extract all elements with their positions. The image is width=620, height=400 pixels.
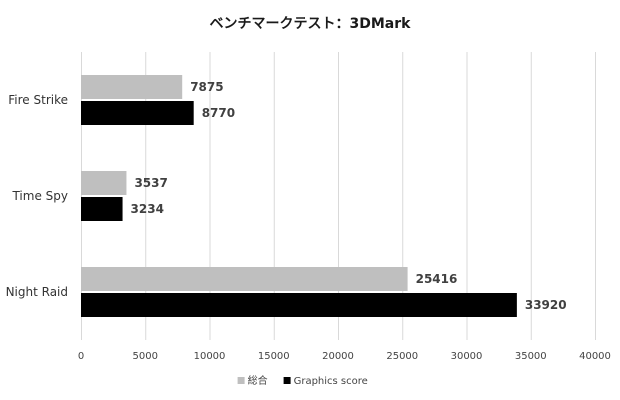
data-label: 3537 — [134, 176, 167, 190]
category-label: Night Raid — [6, 285, 68, 299]
data-label: 33920 — [525, 298, 567, 312]
x-tick-label: 15000 — [258, 351, 290, 362]
x-tick-label: 5000 — [133, 351, 158, 362]
bar — [81, 101, 194, 125]
legend-swatch — [237, 377, 245, 384]
x-tick-label: 30000 — [451, 351, 483, 362]
bar — [81, 197, 123, 221]
x-tick-label: 0 — [78, 351, 84, 362]
x-tick-label: 35000 — [515, 351, 547, 362]
category-label: Fire Strike — [8, 93, 68, 107]
bars — [81, 75, 517, 317]
x-tick-label: 20000 — [322, 351, 354, 362]
chart-title: ベンチマークテスト：3DMark — [210, 16, 412, 32]
x-tick-label: 25000 — [386, 351, 418, 362]
legend-swatch — [283, 377, 291, 384]
category-labels: Fire Strike Time Spy Night Raid — [6, 93, 68, 299]
bar — [81, 171, 127, 195]
data-label: 25416 — [416, 272, 458, 286]
x-tick-label: 10000 — [194, 351, 226, 362]
bar — [81, 75, 183, 99]
bar — [81, 267, 408, 291]
grid-lines — [81, 52, 596, 340]
legend: 総合 Graphics score — [237, 374, 368, 387]
legend-label: Graphics score — [294, 376, 368, 387]
legend-label: 総合 — [248, 374, 268, 387]
data-labels: 7875 8770 3537 3234 25416 33920 — [131, 80, 567, 312]
x-tick-label: 40000 — [579, 351, 611, 362]
data-label: 7875 — [190, 80, 223, 94]
bar — [81, 293, 517, 317]
data-label: 8770 — [202, 106, 235, 120]
x-axis-ticks: 0 5000 10000 15000 20000 25000 30000 35000 40000 — [78, 351, 611, 362]
data-label: 3234 — [131, 202, 164, 216]
category-label: Time Spy — [11, 189, 68, 203]
